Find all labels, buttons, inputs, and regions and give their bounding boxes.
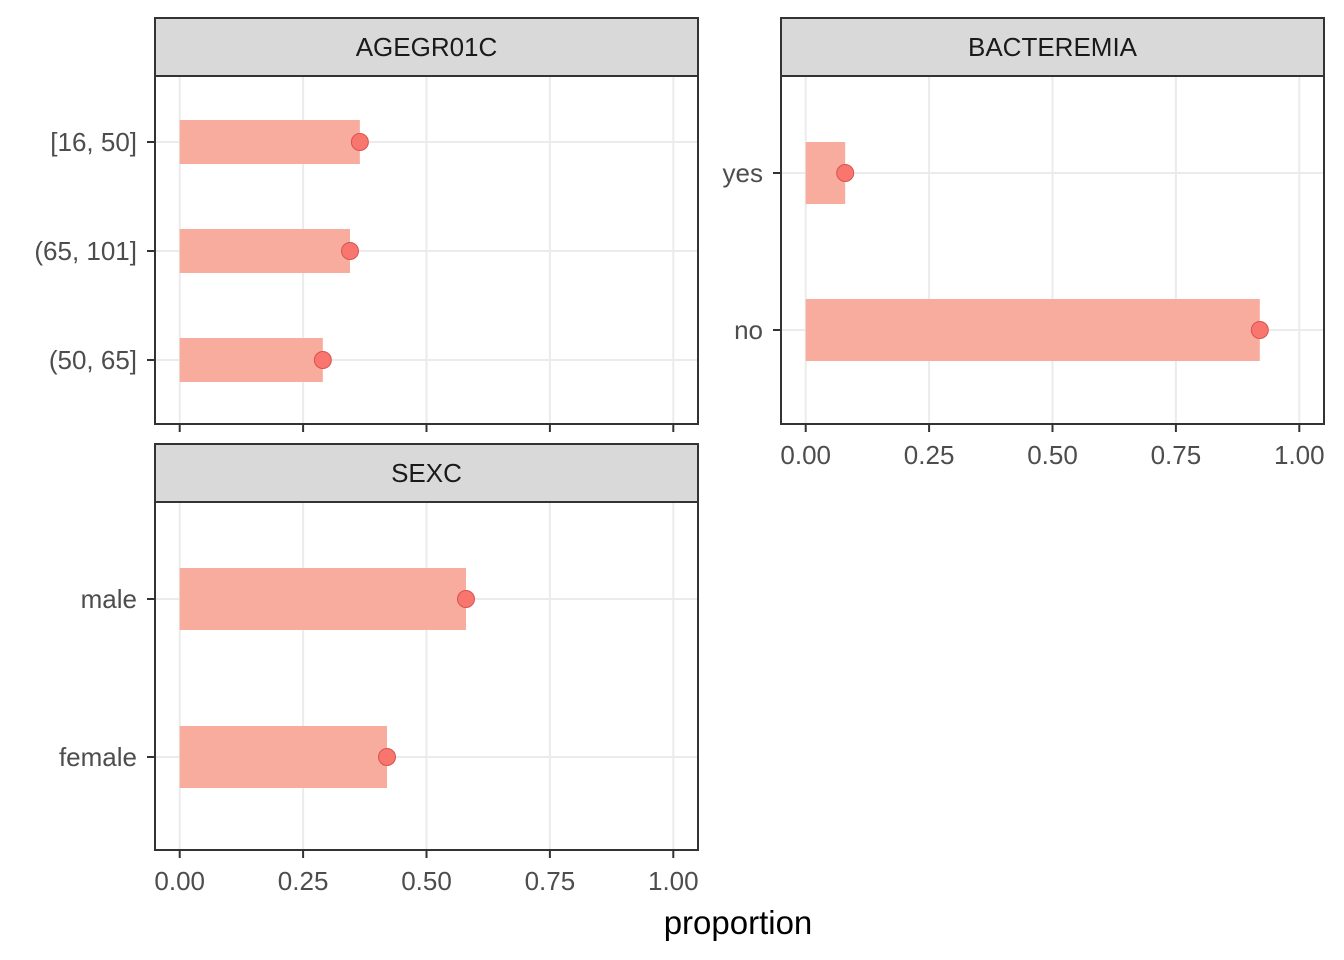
x-tick-label: 0.75: [525, 866, 576, 896]
x-tick-label: 0.75: [1151, 440, 1202, 470]
point-no: [1250, 321, 1269, 339]
bar-male: [179, 568, 466, 630]
y-tick-label: yes: [723, 158, 763, 188]
x-tick-label: 0.50: [401, 866, 452, 896]
point-(50, 65]: [313, 351, 332, 369]
x-tick-label: 1.00: [648, 866, 699, 896]
facet-strip-label: SEXC: [391, 458, 462, 488]
x-tick-label: 0.25: [278, 866, 329, 896]
facet-strip-label: BACTEREMIA: [968, 32, 1138, 62]
point-female: [378, 748, 397, 766]
x-tick-label: 0.25: [904, 440, 955, 470]
point-[16, 50]: [350, 133, 369, 151]
y-tick-label: [16, 50]: [50, 127, 137, 157]
bar-(50, 65]: [179, 338, 323, 382]
x-axis-title: proportion: [664, 904, 813, 941]
y-tick-label: no: [734, 315, 763, 345]
y-tick-label: (50, 65]: [49, 345, 137, 375]
bar-[16, 50]: [179, 120, 360, 164]
x-tick-label: 0.00: [780, 440, 831, 470]
facet-strip: [154, 17, 699, 77]
point-male: [456, 590, 475, 608]
x-tick-label: 1.00: [1274, 440, 1325, 470]
facet-panel-agegr01c: AGEGR01C [16, 50] (65, 101] (50, 65]: [34, 17, 699, 432]
facet-strip: [154, 443, 699, 503]
x-tick-label: 0.00: [154, 866, 205, 896]
bar-female: [179, 726, 388, 788]
point-(65, 101]: [340, 242, 359, 260]
y-tick-label: female: [59, 742, 137, 772]
facet-panel-bacteremia: BACTEREMIA yes no 0.00 0.25 0.50 0.75 1.00: [723, 17, 1325, 470]
y-tick-label: male: [81, 584, 137, 614]
facet-strip: [780, 17, 1325, 77]
x-tick-label: 0.50: [1027, 440, 1078, 470]
facet-panel-sexc: SEXC male female 0.00 0.25 0.50 0.75 1.00: [59, 443, 699, 896]
bar-no: [805, 299, 1260, 361]
facet-panels: AGEGR01C [16, 50] (65, 101] (50, 65] BACTERE…: [34, 17, 1325, 896]
point-yes: [836, 164, 855, 182]
facet-strip-label: AGEGR01C: [356, 32, 498, 62]
y-tick-label: (65, 101]: [34, 236, 137, 266]
bar-(65, 101]: [179, 229, 350, 273]
